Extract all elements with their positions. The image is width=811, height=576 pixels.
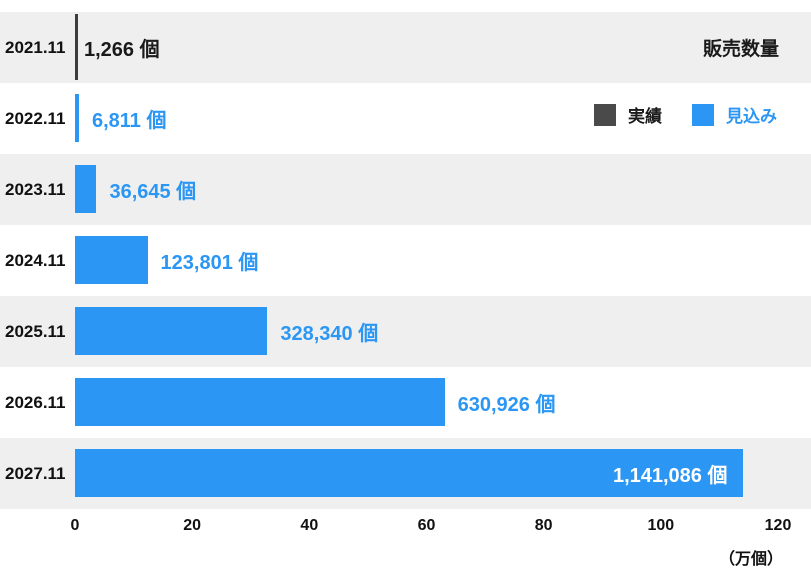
x-tick-label: 120 bbox=[764, 517, 792, 534]
chart-row: 2022.11 6,811 個 bbox=[0, 83, 811, 154]
value-label: 328,340 個 bbox=[280, 323, 379, 345]
chart-row: 2024.11 123,801 個 bbox=[0, 225, 811, 296]
bar bbox=[75, 378, 445, 426]
x-axis: 0 20 40 60 80 100 120 bbox=[0, 517, 811, 539]
category-label: 2022.11 bbox=[5, 108, 66, 128]
x-tick-label: 0 bbox=[70, 517, 80, 534]
chart-rows: 2021.11 1,266 個 2022.11 6,811 個 2023.11 … bbox=[0, 12, 811, 509]
chart-row: 2025.11 328,340 個 bbox=[0, 296, 811, 367]
x-axis-unit-label: （万個） bbox=[718, 551, 783, 568]
category-label: 2024.11 bbox=[5, 250, 66, 270]
chart-row: 2021.11 1,266 個 bbox=[0, 12, 811, 83]
legend: 実績 見込み bbox=[594, 102, 777, 127]
bar bbox=[75, 94, 79, 142]
bar bbox=[75, 449, 744, 497]
bar bbox=[75, 14, 78, 80]
value-label: 1,141,086 個 bbox=[612, 465, 728, 487]
x-tick-label: 20 bbox=[183, 517, 202, 534]
x-tick-label: 60 bbox=[417, 517, 436, 534]
legend-item-actual: 実績 bbox=[594, 102, 662, 127]
legend-swatch-actual bbox=[594, 103, 616, 126]
category-label: 2023.11 bbox=[5, 179, 66, 199]
category-label: 2025.11 bbox=[5, 321, 66, 341]
category-label: 2026.11 bbox=[5, 392, 66, 412]
chart-row: 2026.11 630,926 個 bbox=[0, 367, 811, 438]
chart-row: 2023.11 36,645 個 bbox=[0, 154, 811, 225]
chart-title: 販売数量 bbox=[702, 39, 779, 60]
legend-label-actual: 実績 bbox=[628, 107, 662, 126]
value-label: 1,266 個 bbox=[84, 39, 160, 61]
x-tick-label: 100 bbox=[647, 517, 675, 534]
x-tick-label: 80 bbox=[534, 517, 553, 534]
category-label: 2021.11 bbox=[5, 37, 66, 57]
bar bbox=[75, 165, 97, 213]
value-label: 6,811 個 bbox=[91, 110, 167, 132]
legend-item-forecast: 見込み bbox=[692, 102, 777, 127]
legend-label-forecast: 見込み bbox=[726, 107, 777, 126]
category-label: 2027.11 bbox=[5, 463, 66, 483]
value-label: 630,926 個 bbox=[457, 394, 556, 416]
chart-row: 2027.11 1,141,086 個 bbox=[0, 438, 811, 509]
value-label: 36,645 個 bbox=[109, 181, 197, 203]
x-tick-label: 40 bbox=[300, 517, 319, 534]
bar bbox=[75, 236, 148, 284]
value-label: 123,801 個 bbox=[160, 252, 259, 274]
legend-swatch-forecast bbox=[692, 103, 714, 126]
bar bbox=[75, 307, 268, 355]
